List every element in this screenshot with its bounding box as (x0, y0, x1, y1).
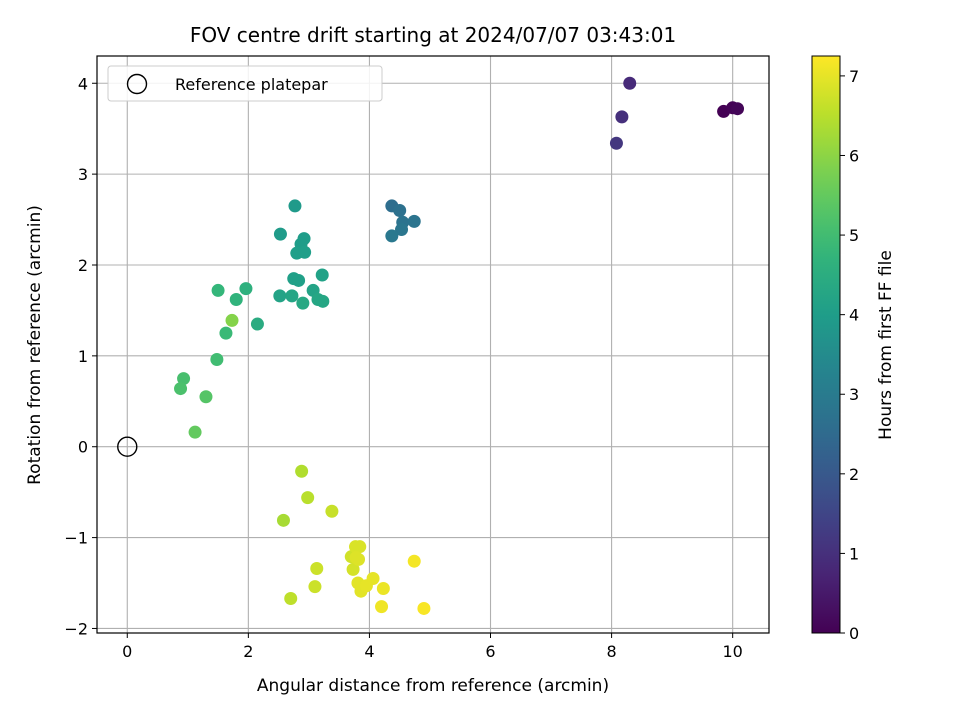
colorbar-tick-label: 5 (849, 226, 859, 245)
data-point (325, 504, 339, 518)
data-point (417, 601, 431, 615)
data-point (316, 294, 330, 308)
data-point (615, 110, 629, 124)
y-tick-label: 4 (78, 74, 88, 93)
y-tick-label: −1 (64, 529, 88, 548)
x-tick-label: 2 (243, 642, 253, 661)
x-axis-ticks: 0 2 4 6 8 10 (122, 633, 743, 661)
data-point (199, 390, 213, 404)
data-point (349, 551, 363, 565)
grid (97, 56, 769, 633)
data-point (407, 554, 421, 568)
data-point (174, 382, 188, 396)
data-point (284, 591, 298, 605)
data-point (177, 372, 191, 386)
data-point (250, 317, 264, 331)
data-point (285, 289, 299, 303)
data-point (308, 580, 322, 594)
data-point (385, 229, 399, 243)
legend-marker-open-circle (126, 73, 148, 95)
y-tick-label: 1 (78, 347, 88, 366)
data-point (407, 214, 421, 228)
data-point (623, 76, 637, 90)
y-axis-ticks: −2 −1 0 1 2 3 4 (64, 74, 97, 638)
chart-title: FOV centre drift starting at 2024/07/07 … (190, 23, 676, 47)
plot-frame (96, 55, 770, 634)
legend-label: Reference platepar (175, 75, 328, 94)
x-tick-label: 8 (607, 642, 617, 661)
data-point (239, 282, 253, 296)
data-point (211, 283, 225, 297)
data-point (353, 540, 367, 554)
data-point (188, 425, 202, 439)
data-point (310, 561, 324, 575)
data-point (301, 491, 315, 505)
y-tick-label: 0 (78, 438, 88, 457)
data-point (292, 273, 306, 287)
colorbar-tick-label: 6 (849, 146, 859, 165)
data-point (273, 289, 287, 303)
data-point (298, 245, 312, 259)
data-point (315, 268, 329, 282)
colorbar-tick-label: 7 (849, 67, 859, 86)
colorbar-ticks: 0 1 2 3 4 5 6 7 (840, 67, 859, 643)
x-axis-label: Angular distance from reference (arcmin) (257, 676, 609, 696)
y-tick-label: 2 (78, 256, 88, 275)
colorbar-tick-label: 1 (849, 544, 859, 563)
data-point (273, 227, 287, 241)
colorbar-tick-label: 2 (849, 465, 859, 484)
x-tick-label: 10 (722, 642, 742, 661)
data-point (276, 513, 290, 527)
data-point (225, 313, 239, 327)
data-point (609, 136, 623, 150)
data-point (395, 223, 409, 237)
y-tick-label: −2 (64, 619, 88, 638)
legend-box (107, 65, 383, 102)
colorbar-tick-label: 0 (849, 624, 859, 643)
data-point (295, 464, 309, 478)
data-point (731, 102, 745, 116)
data-point (346, 562, 360, 576)
colorbar-tick-label: 4 (849, 306, 859, 325)
data-point (375, 600, 389, 614)
data-point (366, 571, 380, 585)
data-point (210, 352, 224, 366)
y-axis-label: Rotation from reference (arcmin) (25, 205, 45, 485)
data-point (288, 199, 302, 213)
data-point (296, 296, 310, 310)
x-tick-label: 4 (364, 642, 374, 661)
reference-platepar-point (117, 436, 138, 457)
legend: Reference platepar (107, 65, 383, 102)
data-point (376, 581, 390, 595)
colorbar-label: Hours from first FF file (876, 250, 896, 440)
colorbar-tick-label: 3 (849, 385, 859, 404)
data-points (117, 76, 745, 615)
data-point (229, 293, 243, 307)
data-point (219, 326, 233, 340)
x-tick-label: 6 (485, 642, 495, 661)
y-tick-label: 3 (78, 165, 88, 184)
x-tick-label: 0 (122, 642, 132, 661)
colorbar (811, 55, 841, 634)
data-point (393, 203, 407, 217)
